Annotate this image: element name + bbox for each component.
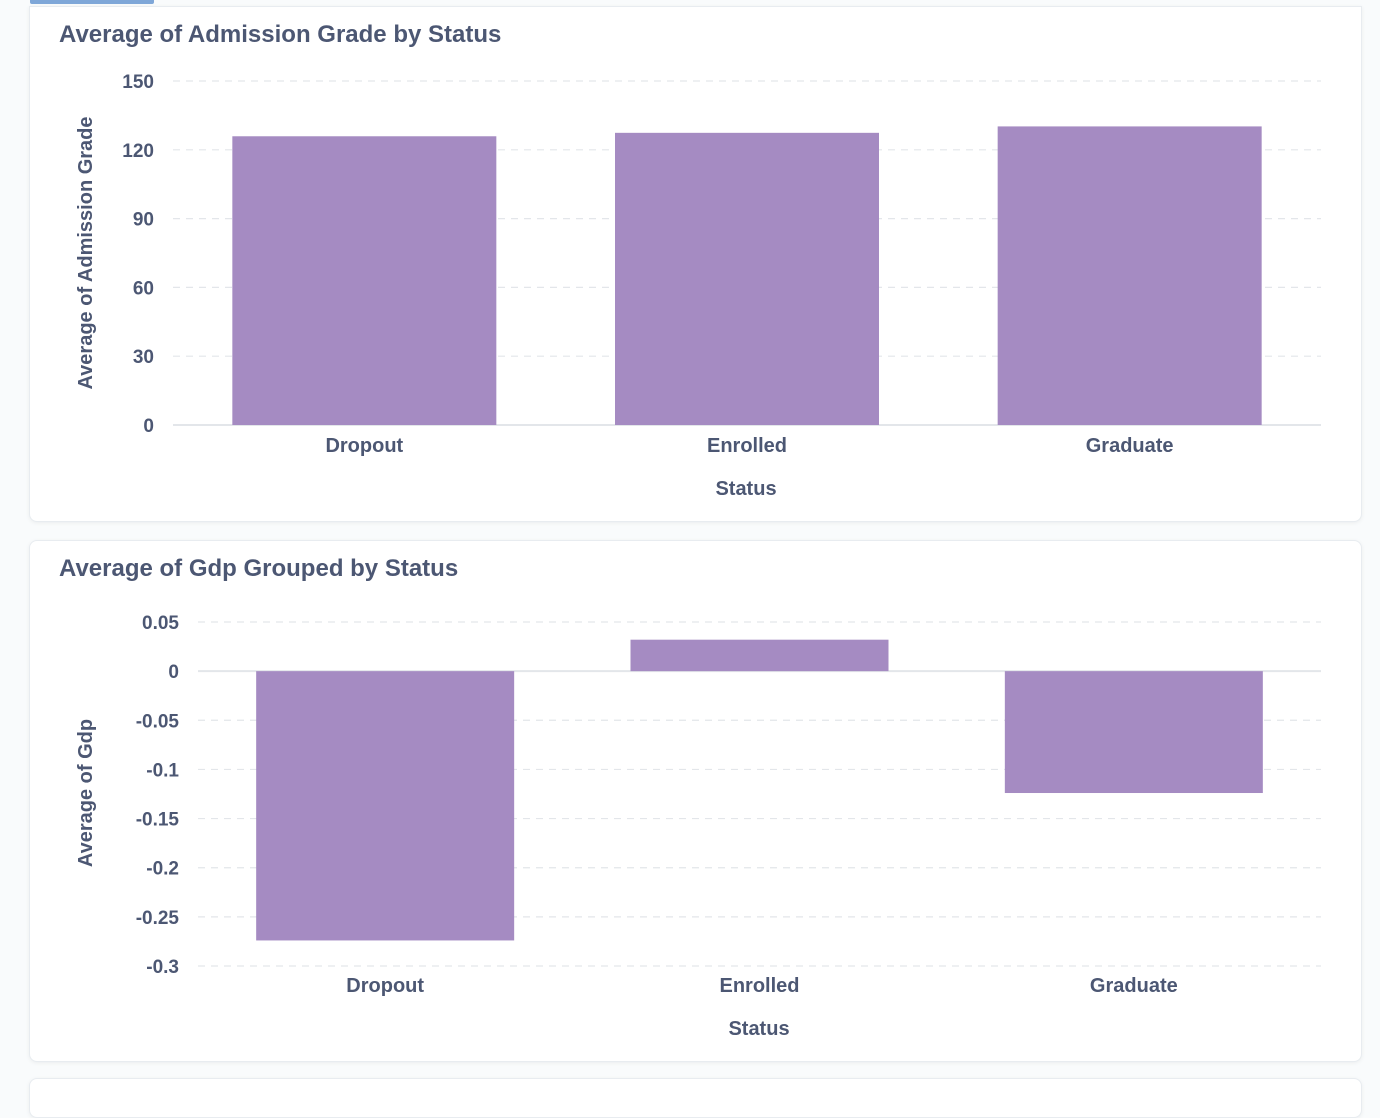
- chart-card-admission-grade: Average of Admission Grade by Status 0 30…: [29, 6, 1362, 522]
- y-tick-label: -0.3: [146, 957, 179, 978]
- x-tick-label: Enrolled: [719, 975, 799, 997]
- bar-enrolled[interactable]: [630, 639, 889, 672]
- y-tick-label: -0.1: [146, 760, 179, 781]
- y-tick-label: 0: [168, 662, 179, 683]
- bar-dropout[interactable]: [232, 136, 497, 425]
- y-tick-label: -0.15: [136, 810, 180, 831]
- y-tick-label: 60: [133, 278, 154, 299]
- x-tick-label: Graduate: [1090, 975, 1178, 997]
- y-tick-label: 0: [143, 416, 154, 437]
- bar-graduate[interactable]: [997, 126, 1262, 426]
- y-axis-title: Average of Admission Grade: [75, 116, 97, 389]
- x-axis-title: Status: [715, 478, 776, 500]
- chart-card-gdp: Average of Gdp Grouped by Status -0.3 -0.…: [29, 540, 1362, 1062]
- bar-chart-gdp: -0.3 -0.25 -0.2 -0.15 -0.1 -0.05 0 0.05 Dropout E…: [75, 613, 1321, 1040]
- bar-graduate[interactable]: [1004, 671, 1263, 794]
- y-tick-label: 0.05: [142, 613, 179, 634]
- x-axis-title: Status: [728, 1018, 789, 1040]
- y-axis-title: Average of Gdp: [75, 719, 97, 867]
- y-tick-label: 120: [122, 141, 154, 162]
- chart-title[interactable]: Average of Gdp Grouped by Status: [59, 555, 459, 582]
- active-tab-indicator: [30, 0, 154, 4]
- bar-chart-admission-grade: 0 30 60 90 120 150 Dropout Enrolled Graduate Stat…: [75, 72, 1321, 500]
- y-tick-label: -0.25: [136, 908, 180, 929]
- x-tick-label: Dropout: [325, 435, 403, 457]
- x-tick-label: Graduate: [1086, 435, 1174, 457]
- bar-enrolled[interactable]: [615, 132, 879, 425]
- y-tick-label: 150: [122, 72, 154, 93]
- x-tick-label: Dropout: [346, 975, 424, 997]
- y-tick-label: -0.2: [146, 859, 179, 880]
- chart-card-next: [29, 1078, 1362, 1118]
- chart-title[interactable]: Average of Admission Grade by Status: [59, 21, 502, 48]
- bar-dropout[interactable]: [256, 671, 515, 941]
- y-tick-label: 90: [133, 210, 154, 231]
- y-tick-label: -0.05: [136, 711, 180, 732]
- x-tick-label: Enrolled: [707, 435, 787, 457]
- y-tick-label: 30: [133, 347, 154, 368]
